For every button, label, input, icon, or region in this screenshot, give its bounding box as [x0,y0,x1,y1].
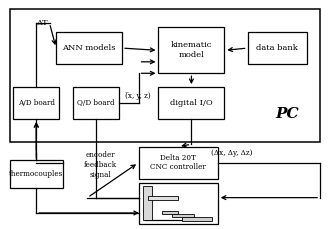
Bar [182,217,212,221]
Text: (Δx, Δy, Δz): (Δx, Δy, Δz) [211,150,253,157]
Bar [143,186,152,220]
Text: A/D board: A/D board [18,99,55,107]
Text: ANN models: ANN models [62,44,116,52]
Bar [162,211,178,214]
Bar [10,9,320,142]
Text: Delta 20T
CNC controller: Delta 20T CNC controller [150,154,206,172]
Text: encoder
feedback
signal: encoder feedback signal [84,151,117,179]
Text: PC: PC [275,107,299,122]
Text: ΔT: ΔT [37,19,49,27]
Bar [73,87,119,119]
Bar [56,32,122,64]
Bar [13,87,59,119]
Bar [248,32,307,64]
Bar [10,160,63,188]
Bar [148,196,178,200]
Text: kinematic
model: kinematic model [171,41,212,59]
Text: thermocouples: thermocouples [9,170,63,178]
Bar [139,183,218,224]
Bar [158,87,224,119]
Text: digital I/O: digital I/O [170,99,213,107]
Bar [172,214,194,217]
Bar [139,147,218,179]
Text: Q/D board: Q/D board [77,99,115,107]
Text: (̅x, y, z): (̅x, y, z) [126,92,151,100]
Text: data bank: data bank [256,44,298,52]
Bar [158,27,224,73]
